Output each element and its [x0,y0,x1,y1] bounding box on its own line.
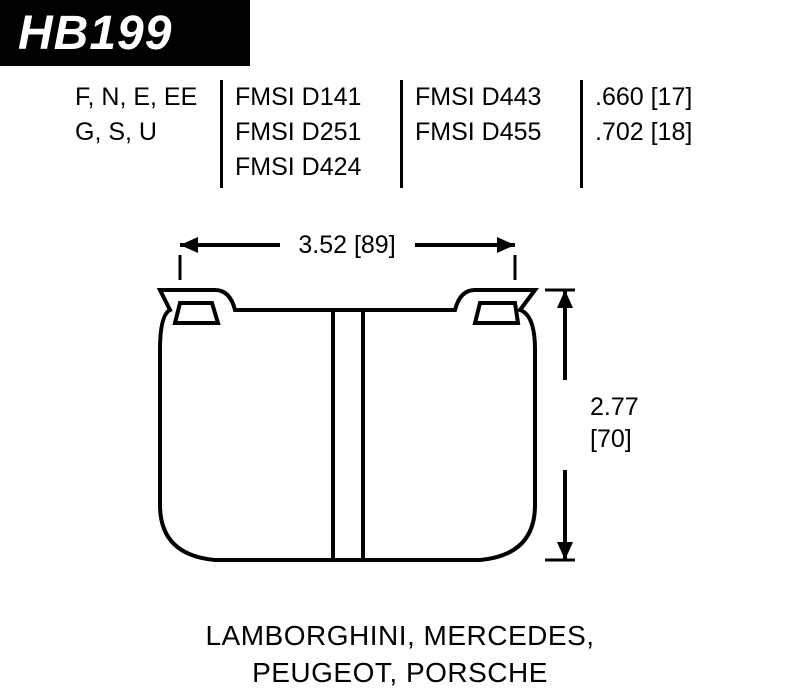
part-number-header: HB199 [0,0,250,66]
column-divider [400,80,403,188]
column-divider [220,80,223,188]
height-dimension: 2.77 [70] [545,290,639,560]
fmsi-row: FMSI D251 [235,115,400,150]
spec-columns: F, N, E, EE G, S, U FMSI D141 FMSI D251 … [75,80,725,188]
part-number-text: HB199 [18,6,172,61]
thickness-row: .702 [18] [595,115,725,150]
fmsi-column-1: FMSI D141 FMSI D251 FMSI D424 [235,80,400,188]
column-divider [580,80,583,188]
brake-pad-diagram: 3.52 [89] 2.77 [70] [120,215,680,615]
fmsi-column-2: FMSI D443 FMSI D455 [415,80,580,188]
fmsi-row: FMSI D455 [415,115,580,150]
brands-line-1: LAMBORGHINI, MERCEDES, [0,618,800,654]
fmsi-row: FMSI D424 [235,150,400,185]
thickness-row: .660 [17] [595,80,725,115]
width-label: 3.52 [89] [298,231,395,259]
brands-list: LAMBORGHINI, MERCEDES, PEUGEOT, PORSCHE [0,618,800,691]
fmsi-row: FMSI D443 [415,80,580,115]
height-label-1: 2.77 [590,393,639,421]
width-dimension: 3.52 [89] [180,231,515,280]
fmsi-row: FMSI D141 [235,80,400,115]
height-label-2: [70] [590,425,632,453]
brands-line-2: PEUGEOT, PORSCHE [0,655,800,691]
compounds-column: F, N, E, EE G, S, U [75,80,220,188]
thickness-column: .660 [17] .702 [18] [595,80,725,188]
brake-pad-shape [160,290,535,560]
compound-row: F, N, E, EE [75,80,220,115]
diagram-svg: 3.52 [89] 2.77 [70] [120,215,680,615]
compound-row: G, S, U [75,115,220,150]
